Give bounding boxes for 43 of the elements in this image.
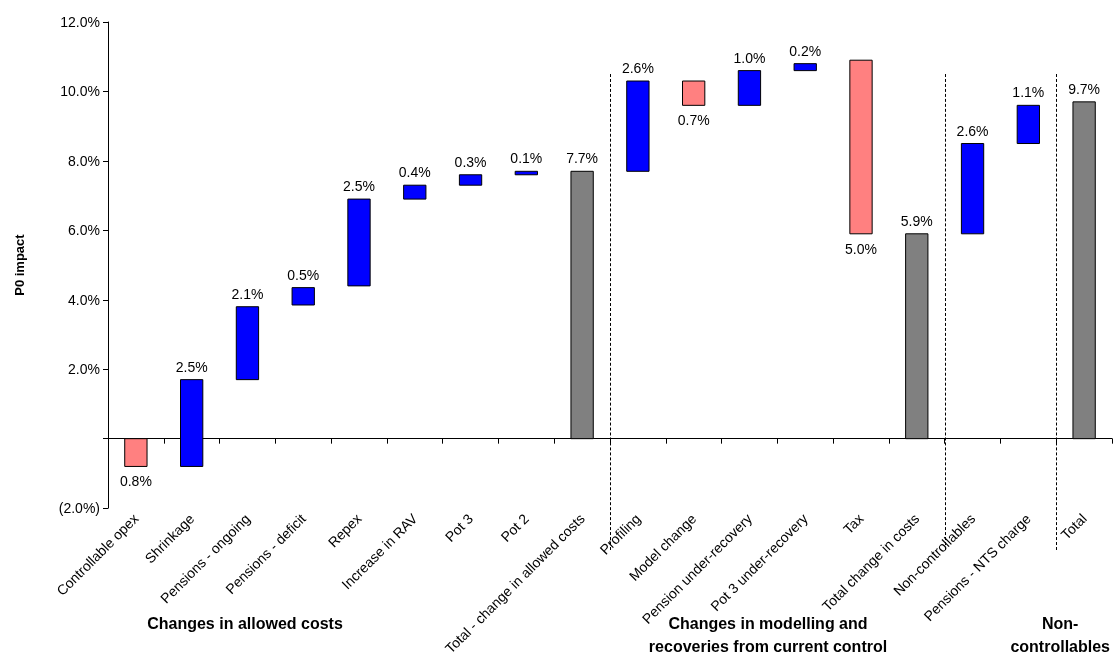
data-label: 0.2% xyxy=(789,42,822,59)
data-label: 2.5% xyxy=(343,178,375,195)
y-tick-label: 8.0% xyxy=(68,152,100,169)
data-label: 0.1% xyxy=(510,150,543,167)
bar xyxy=(291,287,315,306)
data-label: 0.4% xyxy=(398,164,431,181)
data-label: 1.0% xyxy=(733,49,766,66)
bar xyxy=(737,70,762,106)
bar xyxy=(849,59,873,235)
bar xyxy=(682,80,706,106)
data-label: 0.8% xyxy=(119,473,152,490)
data-label: 2.1% xyxy=(231,285,264,302)
bar xyxy=(626,80,650,172)
y-tick-label: 6.0% xyxy=(68,222,100,239)
bar xyxy=(960,143,985,235)
bar xyxy=(458,174,483,186)
data-label: 5.0% xyxy=(845,240,877,257)
text: Changes in allowed costs xyxy=(147,614,343,634)
data-label: 1.1% xyxy=(1012,84,1045,101)
x-tick-label: Tax xyxy=(839,510,867,538)
data-label: 9.7% xyxy=(1068,80,1101,97)
data-label: 2.6% xyxy=(956,122,989,139)
y-tick-label: 4.0% xyxy=(68,291,100,308)
y-tick-label: 10.0% xyxy=(60,83,100,100)
data-label: 2.6% xyxy=(621,60,654,77)
bar xyxy=(235,306,260,381)
x-tick-label: Pot 2 xyxy=(497,510,533,545)
x-tick-label: Pot 3 xyxy=(441,510,477,545)
data-label: 2.5% xyxy=(175,358,208,375)
bar xyxy=(793,63,817,72)
data-label: 0.5% xyxy=(287,266,320,283)
text: Non- controllables xyxy=(1010,615,1110,655)
data-label: 0.7% xyxy=(677,112,710,129)
data-label: 7.7% xyxy=(566,150,599,167)
bar xyxy=(347,198,371,287)
bar xyxy=(403,184,427,200)
y-axis-title: P0 impact xyxy=(12,233,27,296)
y-tick-label: (2.0%) xyxy=(58,500,100,517)
data-label: 0.3% xyxy=(454,153,487,170)
y-tick-label: 2.0% xyxy=(68,361,100,378)
data-label: 5.9% xyxy=(900,212,933,229)
bar xyxy=(1016,104,1040,145)
y-tick-label: 12.0% xyxy=(60,14,100,30)
